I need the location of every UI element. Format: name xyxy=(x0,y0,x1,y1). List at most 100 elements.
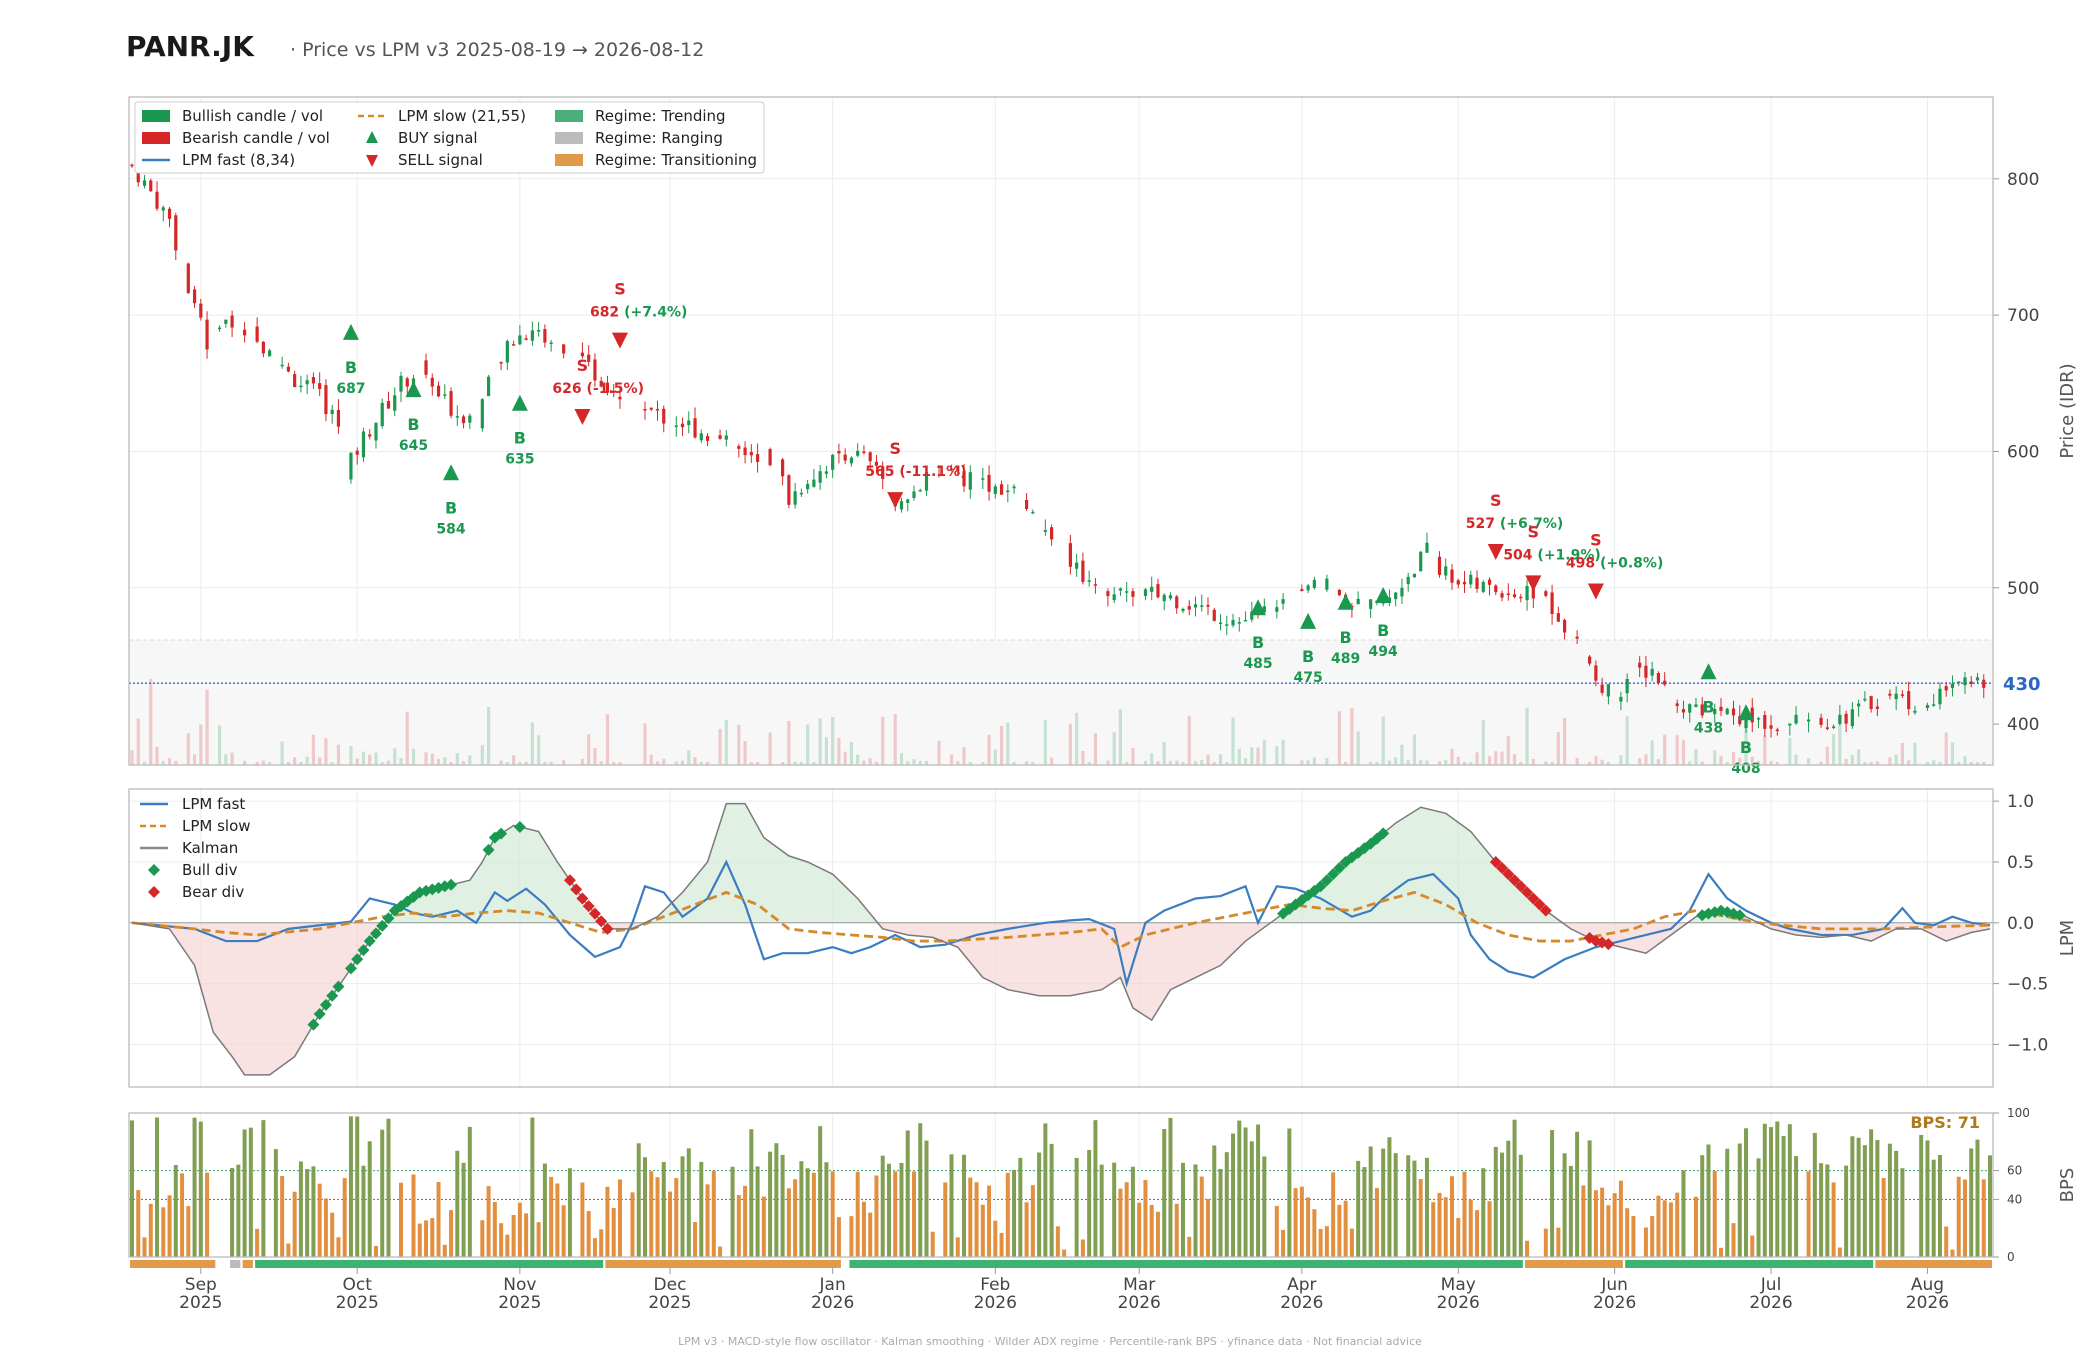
bullish-candle xyxy=(674,425,678,427)
sell-signal-marker xyxy=(1487,543,1504,560)
bullish-candle xyxy=(924,472,929,491)
bearish-candle xyxy=(311,377,316,384)
buy-signal-price: 645 xyxy=(399,438,428,454)
bps-bar xyxy=(736,1195,741,1257)
bearish-candle xyxy=(580,352,585,357)
regime-segment xyxy=(130,1260,216,1268)
bps-bar xyxy=(1349,1228,1354,1257)
bearish-candle xyxy=(781,459,785,477)
bullish-candle xyxy=(1162,594,1166,602)
bps-bar xyxy=(499,1223,504,1257)
bullish-candle xyxy=(1237,622,1241,624)
volume-bar xyxy=(1656,759,1661,765)
volume-bar xyxy=(1763,735,1767,765)
bullish-candle xyxy=(1075,562,1079,569)
volume-bar xyxy=(1231,717,1235,765)
bearish-candle xyxy=(1719,706,1723,711)
price-tick-label: 600 xyxy=(2007,442,2039,462)
bearish-candle xyxy=(1131,591,1135,597)
bps-bar xyxy=(348,1116,353,1257)
bull-divergence-marker xyxy=(326,989,339,1002)
legend-swatch xyxy=(142,110,170,122)
volume-bar xyxy=(1125,761,1129,765)
volume-bar xyxy=(812,761,816,765)
legend-entry: Regime: Ranging xyxy=(595,129,723,147)
volume-bar xyxy=(1350,708,1354,765)
diamond-icon xyxy=(148,864,160,876)
volume-bar xyxy=(749,762,753,765)
buy-signal-letter: B xyxy=(1377,621,1389,640)
bps-bar xyxy=(1806,1171,1811,1257)
bps-bar xyxy=(586,1210,591,1257)
bps-bar xyxy=(1975,1139,1980,1257)
lpm-tick-label: 1.0 xyxy=(2007,792,2034,812)
bps-bar xyxy=(580,1182,585,1257)
bullish-candle xyxy=(518,335,522,345)
bps-bar xyxy=(342,1178,347,1257)
volume-bar xyxy=(1300,760,1304,765)
volume-bar xyxy=(562,760,566,765)
volume-bar xyxy=(1825,746,1829,765)
bearish-candle xyxy=(1888,693,1892,696)
bps-bar xyxy=(1149,1204,1154,1257)
volume-bar xyxy=(1375,762,1379,765)
bps-bar xyxy=(542,1163,547,1257)
bps-bar xyxy=(799,1161,804,1257)
bps-bar xyxy=(1731,1223,1736,1257)
bps-bar xyxy=(1744,1128,1749,1257)
volume-bar xyxy=(768,732,772,765)
bps-bar xyxy=(811,1172,816,1257)
legend-entry: LPM fast (8,34) xyxy=(182,151,295,169)
bps-bar xyxy=(1500,1152,1505,1257)
volume-bar xyxy=(1450,748,1454,765)
volume-bar xyxy=(1588,761,1592,765)
legend-entry: Bull div xyxy=(182,861,238,879)
bullish-candle xyxy=(1525,586,1529,601)
bps-bar xyxy=(1944,1226,1949,1257)
volume-bar xyxy=(1900,742,1905,765)
bps-bar xyxy=(1424,1157,1429,1257)
buy-signal-letter: B xyxy=(407,415,419,434)
price-tick-label: 700 xyxy=(2007,306,2039,326)
bearish-candle xyxy=(1506,593,1510,596)
bullish-candle xyxy=(1469,574,1473,585)
bullish-candle xyxy=(1650,668,1654,676)
bullish-candle xyxy=(1932,704,1936,706)
volume-bar xyxy=(1857,749,1861,765)
volume-bar xyxy=(1650,740,1654,765)
bps-bar xyxy=(1299,1186,1304,1257)
bps-bar xyxy=(943,1182,948,1257)
bps-bar xyxy=(1212,1145,1217,1257)
bull-divergence-marker xyxy=(1320,874,1333,887)
volume-bar xyxy=(818,718,822,765)
volume-bar xyxy=(130,750,134,765)
bps-bar xyxy=(361,1165,366,1257)
bullish-candle xyxy=(1481,581,1485,592)
lpm-tick-label: 0.5 xyxy=(2007,853,2034,873)
volume-bar xyxy=(1150,753,1154,765)
volume-bar xyxy=(524,761,528,765)
bull-divergence-marker xyxy=(445,878,458,891)
buy-signal-marker xyxy=(1700,663,1717,680)
legend-entry: Bullish candle / vol xyxy=(182,107,323,125)
bearish-candle xyxy=(1462,581,1467,585)
bps-bar xyxy=(305,1169,310,1257)
bps-bar xyxy=(1218,1168,1223,1257)
bullish-candle xyxy=(455,416,459,418)
bear-divergence-marker xyxy=(1508,874,1521,887)
volume-bar xyxy=(1875,761,1879,765)
bear-divergence-marker xyxy=(576,892,589,905)
bps-bar xyxy=(1306,1197,1311,1257)
x-tick-month: Jan xyxy=(819,1275,846,1295)
bps-bar xyxy=(949,1154,954,1257)
bps-bar xyxy=(442,1244,447,1257)
bps-bar xyxy=(1737,1143,1742,1257)
bullish-candle xyxy=(1788,723,1792,726)
volume-bar xyxy=(1381,716,1385,765)
volume-bar xyxy=(906,761,910,765)
volume-bar xyxy=(1907,760,1911,765)
volume-bar xyxy=(1694,749,1698,765)
bps-bar xyxy=(1718,1247,1723,1257)
bps-bar xyxy=(1856,1137,1861,1257)
bullish-candle xyxy=(918,490,922,492)
